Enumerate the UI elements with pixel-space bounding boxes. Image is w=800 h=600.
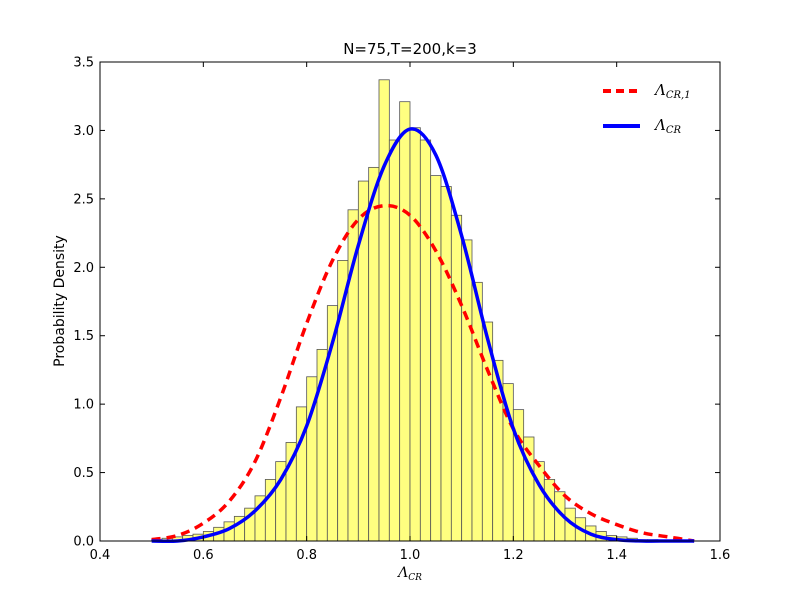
chart-title: N=75,T=200,k=3: [343, 40, 477, 58]
histogram-bar: [543, 479, 556, 542]
x-tick-label: 1.2: [503, 548, 524, 563]
y-tick-label: 1.0: [73, 398, 94, 413]
legend-label-series-2: ΛCR: [653, 116, 681, 136]
solid-density-curve: [151, 127, 695, 544]
curves: [151, 127, 695, 544]
legend-label-series-1-main: Λ: [653, 81, 666, 99]
histogram-bar: [419, 139, 432, 542]
axis-ticks: 0.4 0.6 0.8 1.0 1.2 1.4 1.6 0.0 0.5 1.0 1.5 2.0 2.5 3…: [73, 56, 730, 564]
histogram-bar: [368, 166, 380, 542]
histogram-bar: [409, 127, 421, 542]
y-tick-label: 2.0: [73, 261, 94, 276]
x-tick-label: 0.6: [193, 548, 214, 563]
legend-label-series-2-main: Λ: [653, 116, 666, 134]
histogram-bar: [388, 139, 401, 542]
histogram-bars: [151, 79, 659, 542]
legend-label-series-1-sub: CR,1: [666, 90, 691, 101]
histogram-bar: [471, 281, 483, 542]
y-tick-label: 3.5: [73, 56, 94, 71]
y-tick-label: 2.5: [73, 192, 94, 207]
y-tick-label: 0.5: [73, 466, 94, 481]
histogram-bar: [533, 461, 545, 542]
y-tick-label: 3.0: [73, 124, 94, 139]
histogram-bar: [399, 101, 411, 542]
x-axis-label-main: Λ: [396, 565, 408, 581]
x-tick-label: 1.0: [400, 548, 421, 563]
x-tick-label: 0.4: [90, 548, 111, 563]
legend: ΛCR,1 ΛCR: [603, 81, 691, 136]
legend-label-series-2-sub: CR: [666, 125, 682, 136]
x-tick-label: 1.4: [606, 548, 627, 563]
histogram-bar: [440, 186, 452, 542]
histogram-bar: [450, 214, 463, 542]
histogram-bar: [461, 239, 473, 542]
legend-label-series-1: ΛCR,1: [653, 81, 691, 101]
y-tick-label: 0.0: [73, 535, 94, 550]
y-axis-label: Probability Density: [52, 235, 68, 367]
x-axis-label-sub: CR: [408, 573, 422, 583]
histogram-bar: [378, 79, 390, 542]
x-axis-label: ΛCR: [396, 565, 422, 583]
x-tick-label: 0.8: [296, 548, 317, 563]
y-tick-label: 1.5: [73, 329, 94, 344]
histogram-bar: [430, 175, 442, 542]
x-tick-label: 1.6: [710, 548, 731, 563]
